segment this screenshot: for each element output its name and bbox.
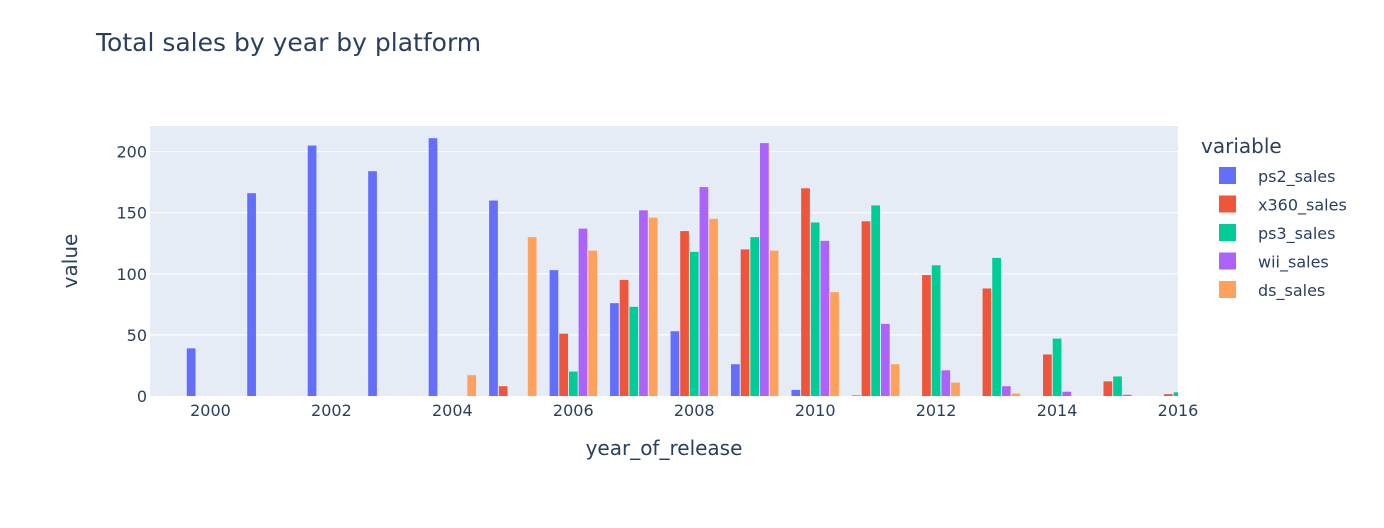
bar-ps3_sales-2009 (750, 237, 760, 396)
bar-ds_sales-2010 (830, 292, 839, 396)
y-tick-label: 0 (137, 387, 147, 406)
legend-label-x360_sales: x360_sales (1258, 196, 1347, 216)
bar-wii_sales-2006 (578, 228, 588, 396)
bar-wii_sales-2010 (820, 240, 830, 396)
bar-wii_sales-2011 (880, 323, 890, 396)
bar-x360_sales-2011 (861, 221, 871, 396)
bars (186, 138, 1178, 396)
x-axis-title: year_of_release (586, 436, 743, 460)
bar-wii_sales-2013 (1001, 386, 1011, 396)
bar-ps2_sales-2004 (428, 138, 438, 396)
bar-ps2_sales-2010 (791, 389, 801, 396)
bar-wii_sales-2015 (1122, 394, 1132, 396)
x-tick-label: 2010 (795, 401, 836, 420)
bar-ps2_sales-2009 (731, 364, 740, 396)
chart-title: Total sales by year by platform (95, 28, 481, 57)
bar-ps3_sales-2014 (1052, 338, 1062, 396)
bar-ps2_sales-2000 (186, 348, 196, 396)
bar-ps2_sales-2007 (610, 303, 619, 396)
bar-ds_sales-2007 (648, 217, 658, 396)
bar-x360_sales-2016 (1163, 394, 1173, 396)
bar-ps3_sales-2007 (629, 306, 639, 396)
x-tick-labels: 2000 2002 2004 2006 2008 2010 2012 2014 2016 (190, 401, 1198, 420)
x-tick-label: 2012 (916, 401, 957, 420)
bar-x360_sales-2007 (619, 279, 629, 396)
bar-x360_sales-2006 (559, 333, 568, 396)
x-tick-label: 2014 (1037, 401, 1078, 420)
bar-x360_sales-2015 (1103, 381, 1113, 396)
y-tick-label: 200 (116, 143, 147, 162)
bar-ps3_sales-2015 (1113, 376, 1122, 396)
bar-x360_sales-2010 (801, 188, 810, 396)
bar-ds_sales-2013 (1011, 393, 1021, 396)
bar-ps3_sales-2016 (1173, 392, 1178, 396)
x-tick-label: 2016 (1158, 401, 1199, 420)
y-axis-title: value (58, 234, 82, 289)
bar-ps3_sales-2008 (689, 251, 699, 396)
y-tick-label: 100 (116, 265, 147, 284)
y-tick-label: 50 (127, 326, 147, 345)
bar-x360_sales-2008 (680, 231, 689, 396)
legend-swatch-wii_sales (1219, 252, 1236, 270)
bar-ps3_sales-2010 (810, 222, 820, 396)
legend-swatch-ds_sales (1219, 281, 1236, 298)
legend-label-ps3_sales: ps3_sales (1258, 224, 1335, 244)
bar-wii_sales-2008 (699, 187, 709, 396)
bar-ps2_sales-2006 (549, 270, 559, 396)
legend-label-ps2_sales: ps2_sales (1258, 167, 1335, 187)
bar-ps2_sales-2008 (670, 331, 680, 396)
legend-swatch-x360_sales (1219, 195, 1236, 213)
x-tick-label: 2004 (432, 401, 473, 420)
x-tick-label: 2000 (190, 401, 231, 420)
bar-ds_sales-2009 (769, 250, 779, 396)
bar-wii_sales-2009 (760, 143, 769, 396)
x-tick-label: 2008 (674, 401, 715, 420)
legend-swatch-ps2_sales (1219, 167, 1236, 184)
plot-area (150, 126, 1178, 396)
bar-ps2_sales-2001 (247, 193, 256, 396)
bar-ps3_sales-2011 (871, 205, 881, 396)
bar-ps3_sales-2012 (931, 265, 941, 396)
y-tick-label: 150 (116, 204, 147, 223)
legend: variable ps2_sales x360_sales ps3_saleswii… (1201, 134, 1347, 301)
x-tick-label: 2006 (553, 401, 594, 420)
bar-x360_sales-2014 (1043, 354, 1052, 396)
bar-wii_sales-2007 (639, 210, 648, 396)
bar-ds_sales-2006 (588, 250, 597, 396)
bar-ps2_sales-2003 (368, 171, 377, 396)
bar-ps2_sales-2011 (851, 395, 861, 396)
bar-wii_sales-2012 (941, 370, 951, 396)
bar-wii_sales-2014 (1062, 391, 1072, 396)
bar-ps3_sales-2013 (992, 257, 1001, 396)
bar-x360_sales-2009 (740, 249, 750, 396)
x-tick-label: 2002 (311, 401, 352, 420)
bar-ds_sales-2008 (709, 218, 718, 396)
legend-title: variable (1201, 134, 1282, 158)
bar-ds_sales-2011 (890, 364, 900, 396)
y-tick-labels: 0 50 100 150 200 (116, 143, 147, 406)
legend-swatch-ps3_sales (1219, 224, 1236, 241)
bar-ds_sales-2012 (951, 382, 960, 396)
bar-ds_sales-2004 (467, 375, 477, 396)
bar-ps2_sales-2005 (489, 200, 498, 396)
bar-x360_sales-2012 (922, 275, 931, 396)
legend-label-ds_sales: ds_sales (1258, 281, 1325, 301)
bar-x360_sales-2005 (498, 386, 508, 396)
gridlines (150, 151, 1178, 336)
bar-ps3_sales-2006 (568, 371, 578, 396)
legend-label-wii_sales: wii_sales (1258, 253, 1329, 273)
bar-ds_sales-2005 (527, 237, 537, 396)
bar-ps2_sales-2002 (307, 145, 317, 396)
bar-x360_sales-2013 (982, 288, 992, 396)
